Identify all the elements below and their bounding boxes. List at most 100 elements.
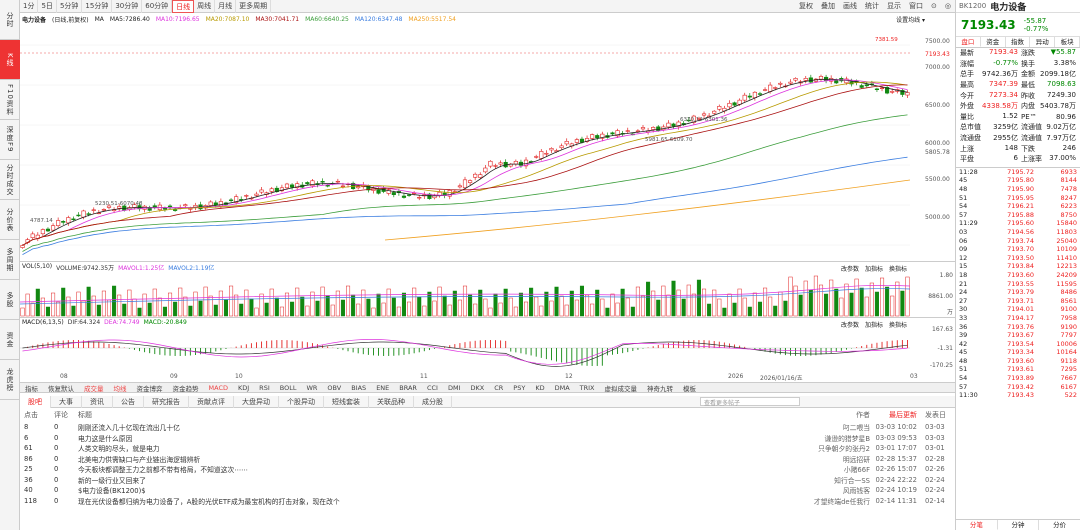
- left-nav-item-2[interactable]: F10资料: [0, 80, 20, 120]
- indicator-tab-13[interactable]: ENE: [376, 383, 390, 392]
- news-row[interactable]: 61 0 人类文明的尽头，就是电力 只争朝夕的张丹2 03-01 17:07 03-01: [20, 443, 955, 454]
- period-button-3[interactable]: 15分钟: [82, 0, 113, 13]
- news-title[interactable]: 今天板块都调整王力之前都不带有格局，不知道这次⋯⋯: [78, 466, 248, 475]
- indicator-tab-16[interactable]: DMI: [447, 383, 461, 392]
- left-nav-item-4[interactable]: 分时成交: [0, 160, 20, 200]
- indicator-tab-25[interactable]: 模板: [683, 384, 697, 393]
- quote-bottom-tab-2[interactable]: 分价: [1039, 520, 1080, 530]
- indicator-tab-11[interactable]: OBV: [327, 383, 342, 392]
- news-tab-6[interactable]: 大盘异动: [234, 395, 279, 408]
- left-nav-item-6[interactable]: 多周期: [0, 240, 20, 280]
- indicator-tab-19[interactable]: PSY: [513, 383, 526, 392]
- indicator-tab-9[interactable]: BOLL: [279, 383, 297, 392]
- news-tab-4[interactable]: 研究报告: [144, 395, 189, 408]
- volume-panel[interactable]: VOL(5,10) VOLUME:9742.35万 MAVOL1:1.25亿 M…: [20, 261, 955, 317]
- news-title[interactable]: $电力设备(BK1200)$: [78, 487, 146, 496]
- news-row[interactable]: 6 0 电力这是什么原因 谦逊的猎梦星B 03-03 09:53 03-03: [20, 433, 955, 444]
- period-button-5[interactable]: 60分钟: [142, 0, 173, 13]
- quote-tab-4[interactable]: 板块: [1055, 37, 1080, 47]
- indicator-tab-10[interactable]: WR: [306, 383, 318, 392]
- news-title[interactable]: 电力这是什么原因: [78, 434, 133, 443]
- quote-tab-3[interactable]: 异动: [1030, 37, 1056, 47]
- col-updated[interactable]: 最后更新: [889, 411, 917, 419]
- news-row[interactable]: 36 0 新的一级行业又回来了 知行合一SS 02-24 22:22 02-24: [20, 475, 955, 486]
- indicator-tab-3[interactable]: 均线: [113, 384, 127, 393]
- indicator-tab-12[interactable]: BIAS: [351, 383, 367, 392]
- news-title[interactable]: 人类文明的尽头，就是电力: [78, 445, 160, 454]
- news-row[interactable]: 86 0 北美电力供需缺口与产业链出海逻辑辨析 明远招研 02-28 15:37 02-2…: [20, 454, 955, 465]
- indicator-tab-0[interactable]: 指标: [25, 384, 38, 393]
- period-button-4[interactable]: 30分钟: [112, 0, 143, 13]
- news-title[interactable]: 现在光伏设备都归纳为电力设备了，A股的光伏ETF成为最宝机构的打击对象，现在改个: [78, 497, 340, 506]
- vol-switch-indicator-button[interactable]: 换指标: [888, 266, 907, 273]
- period-button-2[interactable]: 5分钟: [57, 0, 83, 13]
- news-tab-2[interactable]: 资讯: [82, 395, 113, 408]
- indicator-tab-1[interactable]: 恢复默认: [48, 384, 74, 393]
- news-row[interactable]: 118 0 现在光伏设备都归纳为电力设备了，A股的光伏ETF成为最宝机构的打击对象，…: [20, 496, 955, 507]
- toolbar-button-1[interactable]: 叠加: [821, 2, 836, 10]
- left-nav-item-8[interactable]: 资金: [0, 320, 20, 360]
- vol-add-indicator-button[interactable]: 加指标: [864, 266, 883, 273]
- period-button-1[interactable]: 5日: [38, 0, 57, 13]
- quote-tab-1[interactable]: 资金: [981, 37, 1006, 47]
- toolbar-button-0[interactable]: 复权: [799, 2, 814, 10]
- quote-bottom-tab-1[interactable]: 分钟: [998, 520, 1040, 530]
- quote-tab-2[interactable]: 指数: [1006, 37, 1031, 47]
- kline-panel[interactable]: 7500.00 7000.00 6500.00 6000.00 5805.78 5500.…: [20, 25, 955, 261]
- macd-add-indicator-button[interactable]: 加指标: [864, 322, 883, 329]
- indicator-tab-17[interactable]: DKX: [470, 383, 485, 392]
- macd-switch-indicator-button[interactable]: 换指标: [888, 322, 907, 329]
- indicator-tab-8[interactable]: RSI: [259, 383, 270, 392]
- indicator-tab-7[interactable]: KDJ: [237, 383, 250, 392]
- toolbar-button-2[interactable]: 画线: [843, 2, 858, 10]
- news-row[interactable]: 8 0 刚刚还流入几十亿现在流出几十亿 叼二喂当 03-03 10:02 03-03: [20, 422, 955, 433]
- quote-tab-0[interactable]: 盘口: [956, 37, 981, 47]
- indicator-tab-14[interactable]: BRAR: [399, 383, 417, 392]
- indicator-tab-6[interactable]: MACD: [208, 383, 228, 392]
- news-title[interactable]: 新的一级行业又回来了: [78, 476, 146, 485]
- col-author[interactable]: 作者: [856, 411, 870, 419]
- vol-edit-params-button[interactable]: 改参数: [840, 266, 859, 273]
- toolbar-button-3[interactable]: 统计: [865, 2, 880, 10]
- news-tab-10[interactable]: 成分股: [414, 395, 452, 408]
- period-button-0[interactable]: 1分: [20, 0, 39, 13]
- toolbar-button-6[interactable]: ⊙: [931, 2, 937, 10]
- news-row[interactable]: 25 0 今天板块都调整王力之前都不带有格局，不知道这次⋯⋯ 小赌66F 02-26 1…: [20, 464, 955, 475]
- left-nav-item-3[interactable]: 深度F9: [0, 120, 20, 160]
- ma-settings-button[interactable]: 设置均线 ▾: [896, 16, 925, 24]
- indicator-tab-21[interactable]: DMA: [554, 383, 570, 392]
- toolbar-button-7[interactable]: ◎: [944, 2, 951, 10]
- quote-bottom-tab-0[interactable]: 分笔: [956, 520, 998, 530]
- news-tab-9[interactable]: 关联品种: [369, 395, 414, 408]
- indicator-tab-18[interactable]: CR: [494, 383, 504, 392]
- col-title[interactable]: 标题: [78, 411, 92, 419]
- col-clicks[interactable]: 点击: [24, 411, 38, 419]
- news-search-input[interactable]: 查看更多帖子: [700, 397, 800, 407]
- news-title[interactable]: 刚刚还流入几十亿现在流出几十亿: [78, 424, 180, 433]
- news-tab-0[interactable]: 股吧: [20, 395, 51, 408]
- indicator-tab-20[interactable]: KD: [535, 383, 545, 392]
- news-title[interactable]: 北美电力供需缺口与产业链出海逻辑辨析: [78, 455, 201, 464]
- indicator-tab-5[interactable]: 资金趋势: [172, 384, 199, 393]
- news-tab-7[interactable]: 个股异动: [279, 395, 324, 408]
- indicator-tab-15[interactable]: CCI: [426, 383, 438, 392]
- toolbar-button-4[interactable]: 显示: [887, 2, 902, 10]
- indicator-tab-24[interactable]: 神奇九转: [647, 384, 674, 393]
- left-nav-item-9[interactable]: 龙虎榜: [0, 360, 20, 400]
- toolbar-button-5[interactable]: 窗口: [909, 2, 924, 10]
- news-tab-5[interactable]: 贡献点评: [189, 395, 234, 408]
- left-nav-item-7[interactable]: 多股: [0, 280, 20, 320]
- period-button-9[interactable]: 更多周期: [236, 0, 272, 13]
- indicator-tab-4[interactable]: 资金博弈: [136, 384, 163, 393]
- macd-panel[interactable]: MACD(6,13,5) DIF:64.324 DEA:74.749 MACD:…: [20, 317, 955, 372]
- period-button-6[interactable]: 日线: [172, 0, 195, 13]
- col-comments[interactable]: 评论: [54, 411, 68, 419]
- indicator-tab-2[interactable]: 成交量: [84, 384, 104, 393]
- left-nav-item-0[interactable]: 分时: [0, 0, 20, 40]
- news-tab-1[interactable]: 大事: [51, 395, 82, 408]
- indicator-tab-22[interactable]: TRIX: [579, 383, 595, 392]
- left-nav-item-1[interactable]: K线: [0, 40, 20, 80]
- period-button-7[interactable]: 周线: [194, 0, 216, 13]
- indicator-tab-23[interactable]: 虚拟成交量: [604, 384, 638, 393]
- left-nav-item-5[interactable]: 分价表: [0, 200, 20, 240]
